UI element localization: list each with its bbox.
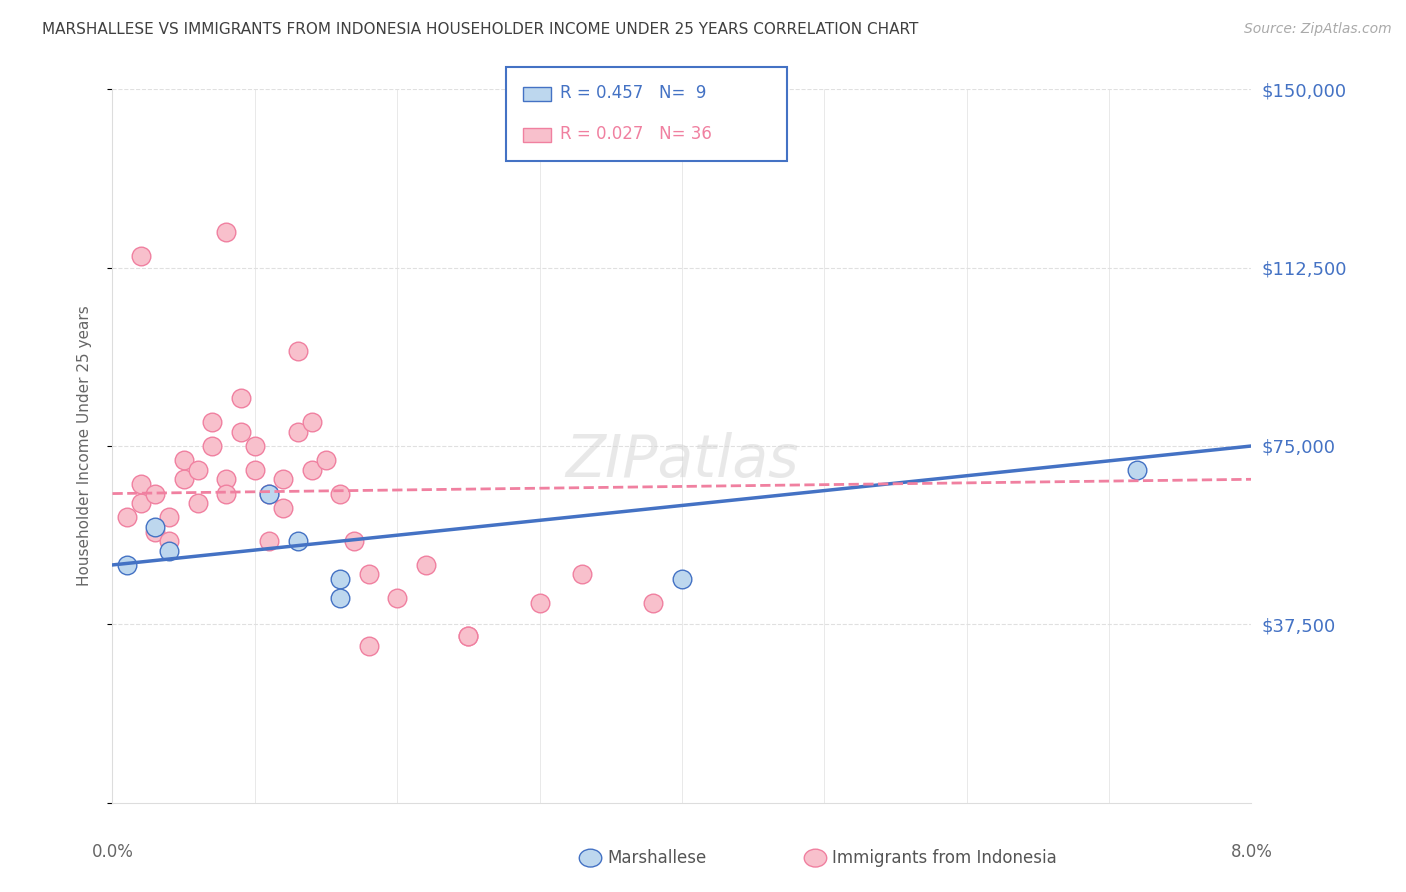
Text: Marshallese: Marshallese — [607, 849, 707, 867]
Point — [257, 486, 280, 500]
Point — [571, 567, 593, 582]
Point — [143, 520, 166, 534]
Point — [329, 591, 352, 606]
Point — [529, 596, 551, 610]
Point — [215, 486, 238, 500]
Point — [329, 572, 352, 586]
Point — [215, 225, 238, 239]
Point — [257, 486, 280, 500]
Point — [287, 425, 309, 439]
Point — [287, 534, 309, 549]
Point — [271, 500, 295, 515]
Point — [257, 534, 280, 549]
Point — [129, 496, 152, 510]
Point — [215, 472, 238, 486]
Text: ZIPatlas: ZIPatlas — [565, 432, 799, 489]
Point — [143, 524, 166, 539]
Point — [159, 510, 180, 524]
Point — [457, 629, 479, 643]
Text: Immigrants from Indonesia: Immigrants from Indonesia — [832, 849, 1057, 867]
Point — [229, 425, 252, 439]
Point — [115, 558, 138, 572]
Point — [201, 415, 224, 429]
Point — [415, 558, 437, 572]
Point — [243, 439, 266, 453]
Text: 8.0%: 8.0% — [1230, 843, 1272, 861]
Point — [173, 453, 195, 467]
Text: 0.0%: 0.0% — [91, 843, 134, 861]
Point — [315, 453, 337, 467]
Point — [301, 415, 323, 429]
Point — [129, 249, 152, 263]
Point — [187, 496, 209, 510]
Point — [357, 567, 380, 582]
Text: Source: ZipAtlas.com: Source: ZipAtlas.com — [1244, 22, 1392, 37]
Point — [115, 510, 138, 524]
Text: R = 0.457   N=  9: R = 0.457 N= 9 — [560, 84, 706, 102]
Text: MARSHALLESE VS IMMIGRANTS FROM INDONESIA HOUSEHOLDER INCOME UNDER 25 YEARS CORRE: MARSHALLESE VS IMMIGRANTS FROM INDONESIA… — [42, 22, 918, 37]
Point — [187, 463, 209, 477]
Point — [671, 572, 693, 586]
Point — [357, 639, 380, 653]
Point — [343, 534, 366, 549]
Y-axis label: Householder Income Under 25 years: Householder Income Under 25 years — [77, 306, 91, 586]
Point — [271, 472, 295, 486]
Point — [385, 591, 409, 606]
Text: R = 0.027   N= 36: R = 0.027 N= 36 — [560, 126, 711, 144]
Point — [329, 486, 352, 500]
Point — [301, 463, 323, 477]
Point — [143, 486, 166, 500]
Point — [457, 629, 479, 643]
Point — [243, 463, 266, 477]
Point — [159, 543, 180, 558]
Point — [159, 534, 180, 549]
Point — [129, 477, 152, 491]
Point — [643, 596, 665, 610]
Point — [173, 472, 195, 486]
Point — [287, 343, 309, 358]
Point — [1126, 463, 1149, 477]
Point — [201, 439, 224, 453]
Point — [229, 392, 252, 406]
